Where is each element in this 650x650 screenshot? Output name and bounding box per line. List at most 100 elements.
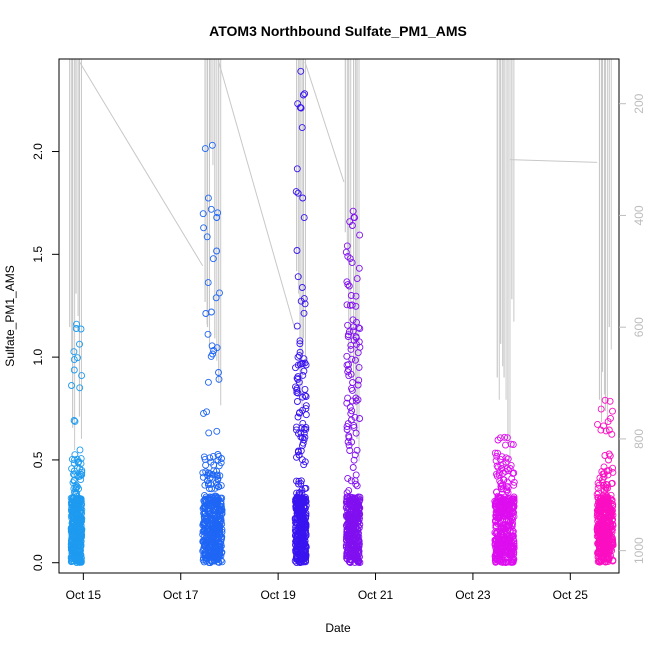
data-point [345,361,352,369]
data-point [295,504,303,511]
data-point [78,372,86,380]
data-point [605,466,613,474]
data-point [347,416,355,424]
data-point [73,483,81,491]
data-point [504,505,512,513]
data-point [497,543,505,551]
data-point [505,517,513,525]
data-point [214,531,221,539]
data-point [206,529,214,537]
data-point [201,491,208,499]
data-point [354,544,362,552]
data-point [76,384,84,392]
data-point [594,420,601,428]
data-point [76,340,83,348]
data-point [70,417,78,424]
secondary-series [69,59,612,467]
y-right-tick-label: 800 [632,429,646,449]
y-tick-label: 1.5 [31,246,45,263]
data-point [293,247,301,254]
data-point [68,455,76,463]
data-point [352,480,360,488]
data-point [348,355,356,363]
data-point [354,515,362,523]
data-point [295,543,303,551]
y-axis: 0.0 0.5 1.0 1.5 2.0 [31,143,59,571]
data-point [501,546,509,554]
data-point [78,466,86,474]
data-point [600,549,608,557]
data-point [201,502,208,510]
data-point [500,476,507,484]
x-tick-label: Oct 15 [66,588,102,602]
data-point [68,542,76,550]
data-point [205,429,213,437]
data-point [300,295,308,303]
data-point [200,409,207,417]
data-point [499,485,507,493]
data-point [202,461,210,469]
data-point [595,481,603,489]
data-point [596,548,604,556]
data-point [597,497,605,505]
data-point [71,488,78,496]
data-point [346,301,354,309]
data-point [491,449,499,457]
data-point [302,402,310,410]
data-point [211,554,219,562]
data-point [302,425,310,433]
data-point [298,284,306,291]
data-point [292,548,300,556]
data-point [597,514,605,522]
data-point [292,383,299,391]
data-point [208,141,216,149]
data-point [215,375,223,383]
data-point [292,502,300,510]
data-point [606,452,614,460]
data-point [299,371,307,379]
data-point [601,396,609,404]
data-point [494,551,502,559]
data-point [505,467,513,475]
data-point [206,474,214,482]
data-point [349,464,357,471]
data-point [213,467,221,475]
data-point [302,554,310,561]
y-tick-label: 1.0 [31,348,45,365]
data-point [349,207,357,215]
data-point [295,498,303,506]
data-point [215,462,223,470]
data-point [603,519,611,527]
data-point [504,521,512,529]
y-right-tick-label: 200 [632,93,646,113]
data-point [207,458,215,466]
data-point [214,209,222,217]
data-point [355,511,363,519]
data-point [602,427,610,435]
data-point [205,550,213,558]
data-point [605,556,613,564]
data-point [344,333,352,340]
data-point [71,417,79,425]
data-point [606,397,614,405]
data-point [352,429,360,437]
data-point [205,506,213,514]
data-point [346,255,354,263]
data-point [604,471,612,479]
data-point [295,451,303,459]
data-point [597,557,605,565]
data-point [495,554,503,562]
data-point [496,547,504,555]
data-point [493,488,501,496]
data-point [345,328,353,336]
data-point [72,481,80,489]
data-point [343,352,351,360]
data-point [211,557,218,565]
data-point [496,477,504,485]
data-point [69,526,77,534]
data-point [204,194,212,202]
data-point [294,413,302,421]
data-point [300,214,308,222]
data-point [345,516,353,523]
data-point [295,516,303,524]
